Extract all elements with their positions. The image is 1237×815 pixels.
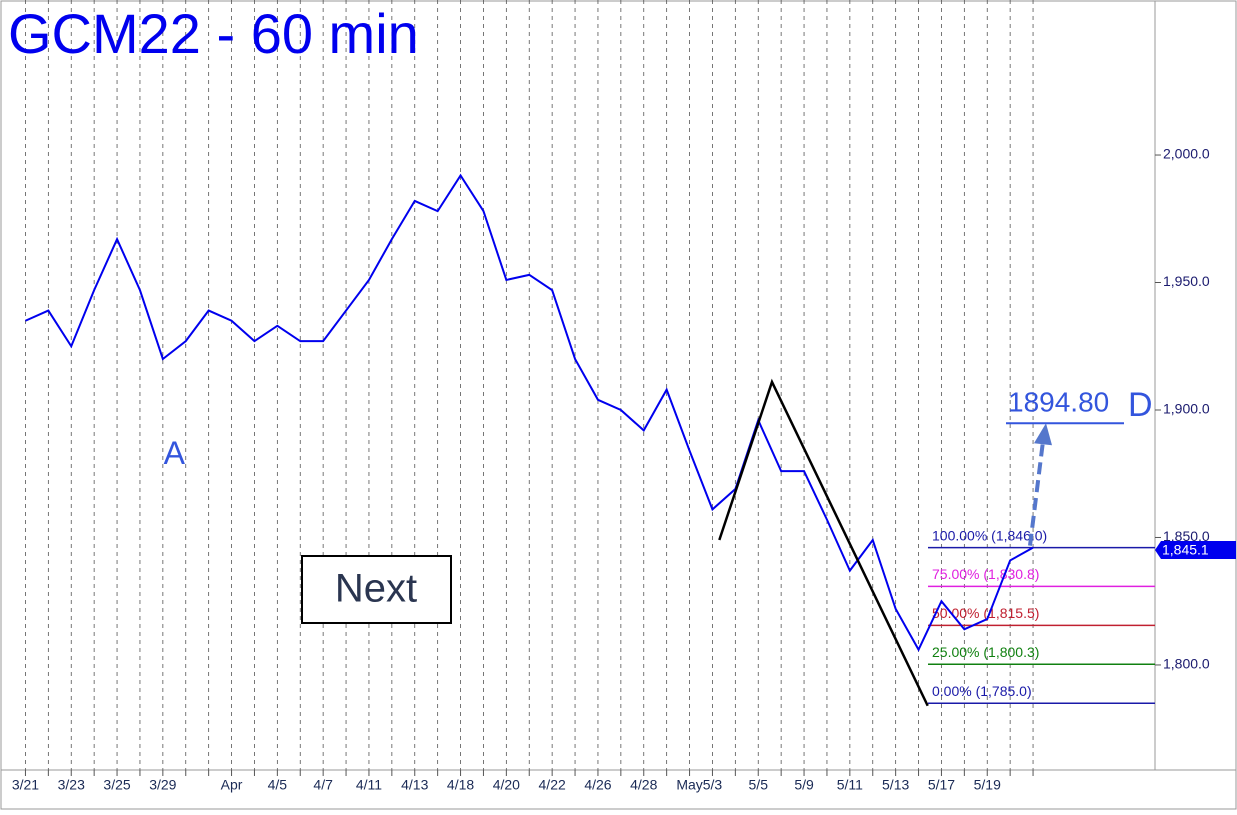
- x-tick-label: 5/13: [882, 777, 909, 793]
- x-tick-label: 5/11: [837, 777, 863, 793]
- y-tick-label: 2,000.0: [1163, 146, 1210, 162]
- x-tick-label: 4/5: [268, 777, 288, 793]
- x-tick-label: 4/22: [539, 777, 566, 793]
- y-tick-label: 1,800.0: [1163, 656, 1210, 672]
- x-tick-label: 5/3: [703, 777, 723, 793]
- target-label: 1894.80: [1008, 387, 1109, 418]
- x-tick-label: 4/26: [584, 777, 611, 793]
- x-tick-label: 3/21: [12, 777, 39, 793]
- x-tick-label: 4/28: [630, 777, 657, 793]
- target-point: D: [1128, 386, 1153, 424]
- x-tick-label: 3/29: [149, 777, 176, 793]
- y-tick-label: 1,850.0: [1163, 528, 1210, 544]
- x-tick-label: 4/20: [493, 777, 520, 793]
- y-tick-label: 1,900.0: [1163, 401, 1210, 417]
- fib-label: 50.00% (1,815.5): [932, 605, 1039, 621]
- price-tag-label: 1,845.1: [1162, 542, 1209, 558]
- price-tag: [1155, 540, 1236, 559]
- next-button[interactable]: Next: [301, 555, 452, 624]
- x-tick-label: 5/9: [794, 777, 814, 793]
- x-tick-label: May: [676, 777, 702, 793]
- price-line: [25, 173, 1034, 652]
- button-label[interactable]: Next: [335, 567, 417, 611]
- x-tick-label: 4/11: [356, 777, 382, 793]
- chart-title: GCM22 - 60 min: [8, 2, 419, 65]
- x-tick-label: 5/5: [749, 777, 769, 793]
- arrow-head: [1034, 423, 1052, 446]
- x-tick-label: 4/13: [401, 777, 428, 793]
- x-tick-label: 5/17: [928, 777, 955, 793]
- pattern-line: [718, 378, 929, 707]
- grid-layer: [24, 0, 1161, 776]
- fib-label: 25.00% (1,800.3): [932, 644, 1039, 660]
- x-tick-label: 4/7: [313, 777, 333, 793]
- fib-label: 0.00% (1,785.0): [932, 683, 1032, 699]
- x-tick-label: 3/23: [58, 777, 85, 793]
- x-tick-label: 3/25: [103, 777, 130, 793]
- point-label: A: [164, 435, 186, 471]
- x-tick-label: 4/18: [447, 777, 474, 793]
- x-tick-label: Apr: [221, 777, 243, 793]
- button-box[interactable]: [301, 555, 452, 624]
- y-tick-label: 1,950.0: [1163, 273, 1210, 289]
- fib-label: 100.00% (1,846.0): [932, 527, 1047, 543]
- x-tick-label: 5/19: [974, 777, 1001, 793]
- fib-label: 75.00% (1,830.8): [932, 566, 1039, 582]
